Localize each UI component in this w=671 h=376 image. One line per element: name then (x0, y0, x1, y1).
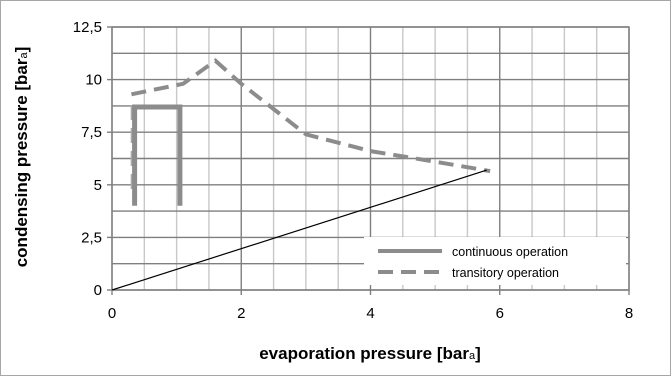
x-tick-label: 2 (237, 305, 245, 322)
y-axis-title-sub: a (18, 52, 30, 59)
legend-label-continuous: continuous operation (452, 245, 568, 259)
x-tick-labels: 0 2 4 6 8 (108, 290, 633, 322)
series-layer (111, 58, 491, 291)
x-axis-title: evaporation pressure [bara] (259, 344, 481, 363)
legend-label-transitory: transitory operation (452, 266, 559, 280)
y-tick-label: 0 (94, 282, 102, 299)
x-tick-label: 6 (496, 305, 504, 322)
y-axis-title: condensing pressure [bara] (12, 47, 31, 268)
y-tick-label: 7,5 (81, 124, 102, 141)
y-axis-title-main: condensing pressure [bar (12, 58, 31, 267)
y-tick-labels: 0 2,5 5 7,5 10 12,5 (73, 19, 112, 299)
y-axis-title-end: ] (12, 47, 31, 53)
x-axis-title-end: ] (475, 344, 481, 363)
legend: continuous operation transitory operatio… (364, 237, 626, 285)
x-axis-title-sub: a (469, 350, 476, 362)
y-tick-label: 12,5 (73, 19, 102, 36)
series-line-continuous (132, 104, 183, 206)
x-tick-label: 8 (625, 305, 633, 322)
y-tick-label: 10 (85, 72, 102, 89)
y-tick-label: 2,5 (81, 229, 102, 246)
legend-box (364, 237, 626, 285)
x-axis-title-main: evaporation pressure [bar (259, 344, 469, 363)
x-tick-label: 4 (366, 305, 374, 322)
x-tick-label: 0 (108, 305, 116, 322)
y-tick-label: 5 (94, 177, 102, 194)
series-line-reference (111, 169, 487, 291)
series-line-transitory (131, 58, 491, 174)
